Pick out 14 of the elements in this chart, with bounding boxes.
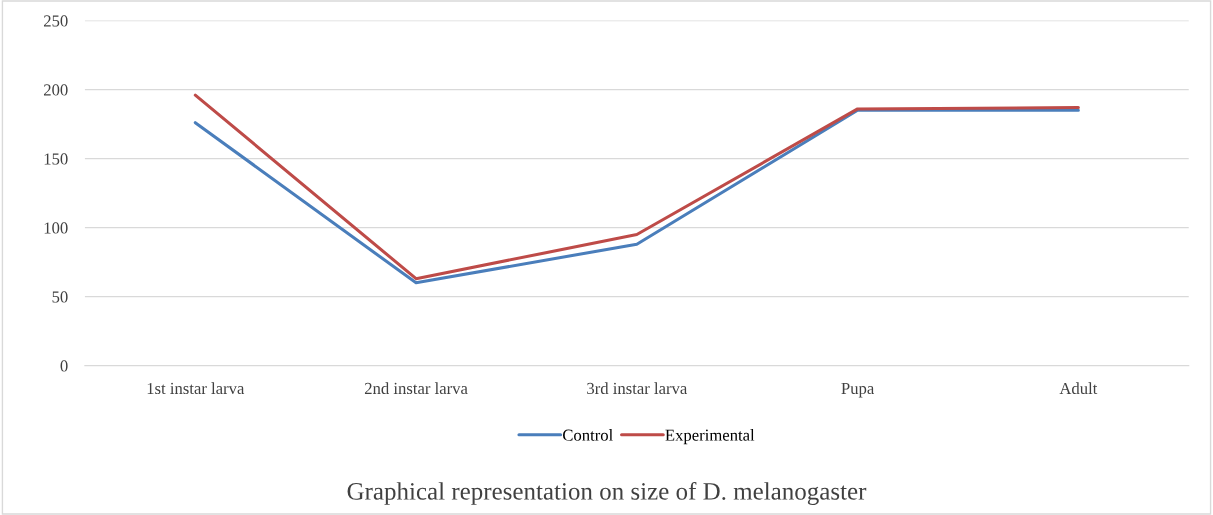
- y-tick-label: 100: [44, 222, 68, 234]
- x-tick-label: 2nd instar larva: [364, 382, 468, 395]
- y-tick-label: 0: [60, 360, 68, 372]
- x-tick-label: Adult: [1059, 382, 1098, 395]
- y-tick-label: 50: [52, 291, 68, 303]
- text: Graphical representation on size of D. melanogaster: [347, 481, 867, 505]
- y-tick-label: 250: [43, 15, 68, 27]
- legend-label: Experimental: [665, 429, 755, 445]
- y-tick-label: 150: [44, 153, 68, 165]
- y-tick-label: 200: [43, 84, 68, 96]
- x-tick-label: 1st instar larva: [147, 382, 245, 395]
- legend-label: Control: [562, 429, 613, 441]
- x-tick-label: 3rd instar larva: [587, 382, 688, 395]
- x-tick-label: Pupa: [841, 382, 875, 398]
